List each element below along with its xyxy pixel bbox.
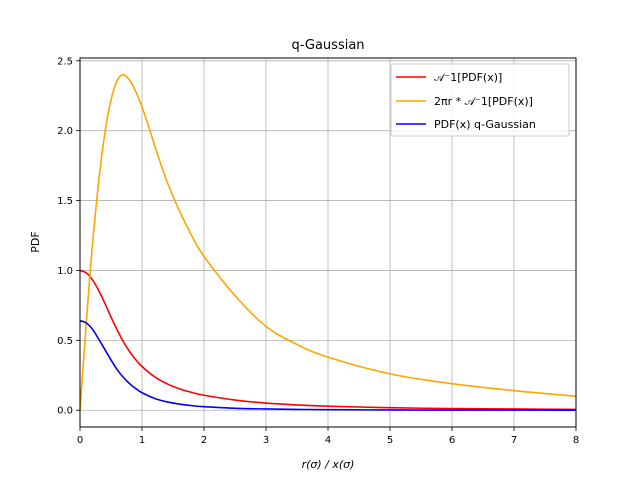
x-tick-label: 5 — [387, 435, 393, 446]
series-lines — [79, 73, 577, 412]
y-tick-label: 2.5 — [57, 56, 73, 67]
y-axis-ticks: 0.0 0.5 1.0 1.5 2.0 2.5 — [57, 56, 80, 417]
legend-label-1: 2πr * 𝒜⁻1[PDF(x)] — [434, 95, 533, 108]
grid-lines — [79, 58, 577, 427]
y-tick-label: 0.0 — [57, 406, 73, 417]
x-tick-label: 1 — [139, 435, 145, 446]
y-axis-label: PDF — [29, 231, 42, 252]
series-line-2 — [79, 320, 577, 412]
y-tick-label: 0.5 — [57, 336, 73, 347]
y-tick-label: 1.5 — [57, 196, 73, 207]
series-line-0 — [79, 269, 577, 411]
x-tick-label: 0 — [77, 435, 83, 446]
y-tick-label: 2.0 — [57, 126, 73, 137]
x-axis-label: r(σ) / x(σ) — [302, 458, 355, 471]
y-tick-label: 1.0 — [57, 266, 73, 277]
series-line-1 — [79, 73, 577, 411]
x-axis-ticks: 0 1 2 3 4 5 6 7 8 — [77, 427, 579, 446]
legend-label-2: PDF(x) q-Gaussian — [434, 118, 536, 131]
legend-label-0: 𝒜⁻1[PDF(x)] — [434, 71, 502, 84]
chart-title: q-Gaussian — [291, 38, 364, 53]
x-tick-label: 6 — [449, 435, 455, 446]
legend: 𝒜⁻1[PDF(x)] 2πr * 𝒜⁻1[PDF(x)] PDF(x) q-G… — [390, 63, 570, 137]
x-tick-label: 8 — [573, 435, 579, 446]
x-tick-label: 7 — [511, 435, 517, 446]
x-tick-label: 4 — [325, 435, 331, 446]
legend-box — [390, 63, 570, 137]
x-tick-label: 2 — [201, 435, 207, 446]
x-tick-label: 3 — [263, 435, 269, 446]
